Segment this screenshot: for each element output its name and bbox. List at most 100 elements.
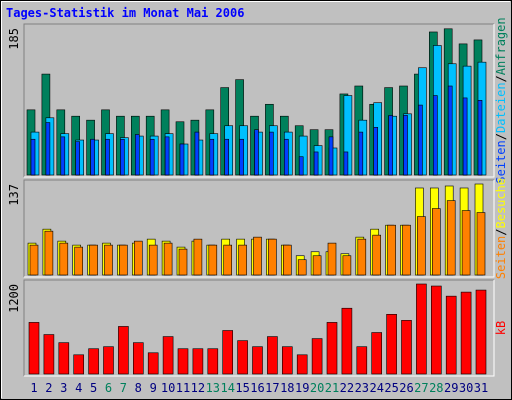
bar — [74, 246, 83, 276]
bar — [297, 259, 307, 276]
x-tick-label: 31 — [474, 381, 488, 395]
bar — [118, 326, 129, 375]
x-tick-label: 5 — [90, 381, 97, 395]
bar — [29, 244, 39, 276]
y-tick-label: 185 — [7, 28, 21, 50]
x-tick-label: 3 — [60, 381, 67, 395]
bar — [59, 242, 69, 276]
x-tick-label: 4 — [75, 381, 82, 395]
bar — [401, 320, 412, 375]
legend-entry: kB — [494, 321, 508, 335]
bar — [461, 210, 471, 276]
bar — [135, 134, 140, 176]
legend-separator: / — [494, 75, 508, 82]
x-tick-label: 14 — [220, 381, 234, 395]
bar — [223, 244, 232, 276]
bar — [418, 104, 423, 176]
x-tick-label: 7 — [120, 381, 127, 395]
bar — [268, 238, 277, 276]
bar — [373, 127, 379, 176]
bar — [178, 248, 188, 276]
bar — [30, 138, 36, 176]
bar — [192, 348, 204, 375]
bar — [163, 242, 173, 276]
bar — [342, 255, 352, 276]
panel-bevel — [23, 179, 494, 277]
bar — [239, 138, 244, 176]
bar — [207, 348, 219, 375]
bar — [296, 354, 308, 375]
bar — [88, 348, 99, 375]
x-tick-label: 10 — [161, 381, 175, 395]
bar — [253, 236, 262, 276]
bar — [147, 352, 159, 375]
bar — [43, 334, 55, 375]
y-tick-label: 137 — [7, 184, 21, 206]
legend-separator: / — [494, 133, 508, 140]
x-tick-label: 19 — [295, 381, 309, 395]
x-tick-label: 23 — [355, 381, 369, 395]
bar — [44, 230, 54, 276]
bar — [343, 151, 349, 176]
x-tick-label: 1 — [30, 381, 37, 395]
bar — [90, 138, 95, 176]
bar — [209, 138, 215, 176]
bar — [328, 136, 334, 176]
bar — [73, 354, 84, 375]
panel-bevel — [24, 180, 495, 278]
x-tick-label: 25 — [384, 381, 398, 395]
x-tick-label: 18 — [280, 381, 294, 395]
x-tick-label: 8 — [135, 381, 142, 395]
bar — [417, 216, 426, 276]
bar — [313, 151, 319, 176]
bar — [402, 224, 411, 276]
bar — [149, 138, 155, 176]
panel-bevel — [23, 23, 494, 177]
bar — [403, 115, 408, 176]
bar — [446, 200, 456, 276]
bar — [282, 244, 292, 276]
bar — [430, 285, 442, 375]
x-tick-label: 17 — [265, 381, 279, 395]
bar — [445, 295, 457, 375]
bar — [267, 336, 278, 375]
legend-entry: Besuche — [494, 178, 508, 229]
bar — [60, 136, 66, 176]
bar — [311, 338, 323, 375]
bar — [357, 238, 367, 276]
x-tick-label: 11 — [176, 381, 190, 395]
bar — [119, 244, 128, 276]
bar — [162, 336, 174, 375]
x-tick-label: 9 — [150, 381, 157, 395]
bar — [356, 346, 368, 375]
bar — [133, 342, 144, 375]
bar — [416, 283, 427, 375]
bar — [222, 330, 233, 375]
x-tick-label: 6 — [105, 381, 112, 395]
x-tick-label: 15 — [235, 381, 249, 395]
bar — [148, 244, 158, 276]
panel-bevel — [24, 24, 495, 178]
bar — [298, 156, 304, 176]
bar — [193, 238, 203, 276]
bar — [386, 313, 397, 375]
legend: kB — [494, 321, 508, 335]
legend-entry: Seiten — [494, 140, 508, 183]
x-tick-label: 28 — [429, 381, 443, 395]
y-tick-label: 1200 — [7, 284, 21, 313]
bar — [75, 141, 80, 176]
bar — [476, 212, 486, 276]
bar — [283, 138, 289, 176]
bar — [372, 234, 382, 276]
bar — [28, 322, 40, 375]
bar — [134, 240, 143, 276]
x-tick-label: 16 — [250, 381, 264, 395]
x-tick-label: 21 — [325, 381, 339, 395]
bar — [164, 136, 170, 176]
bar — [104, 244, 113, 276]
bar — [58, 342, 70, 375]
bar — [477, 100, 483, 176]
